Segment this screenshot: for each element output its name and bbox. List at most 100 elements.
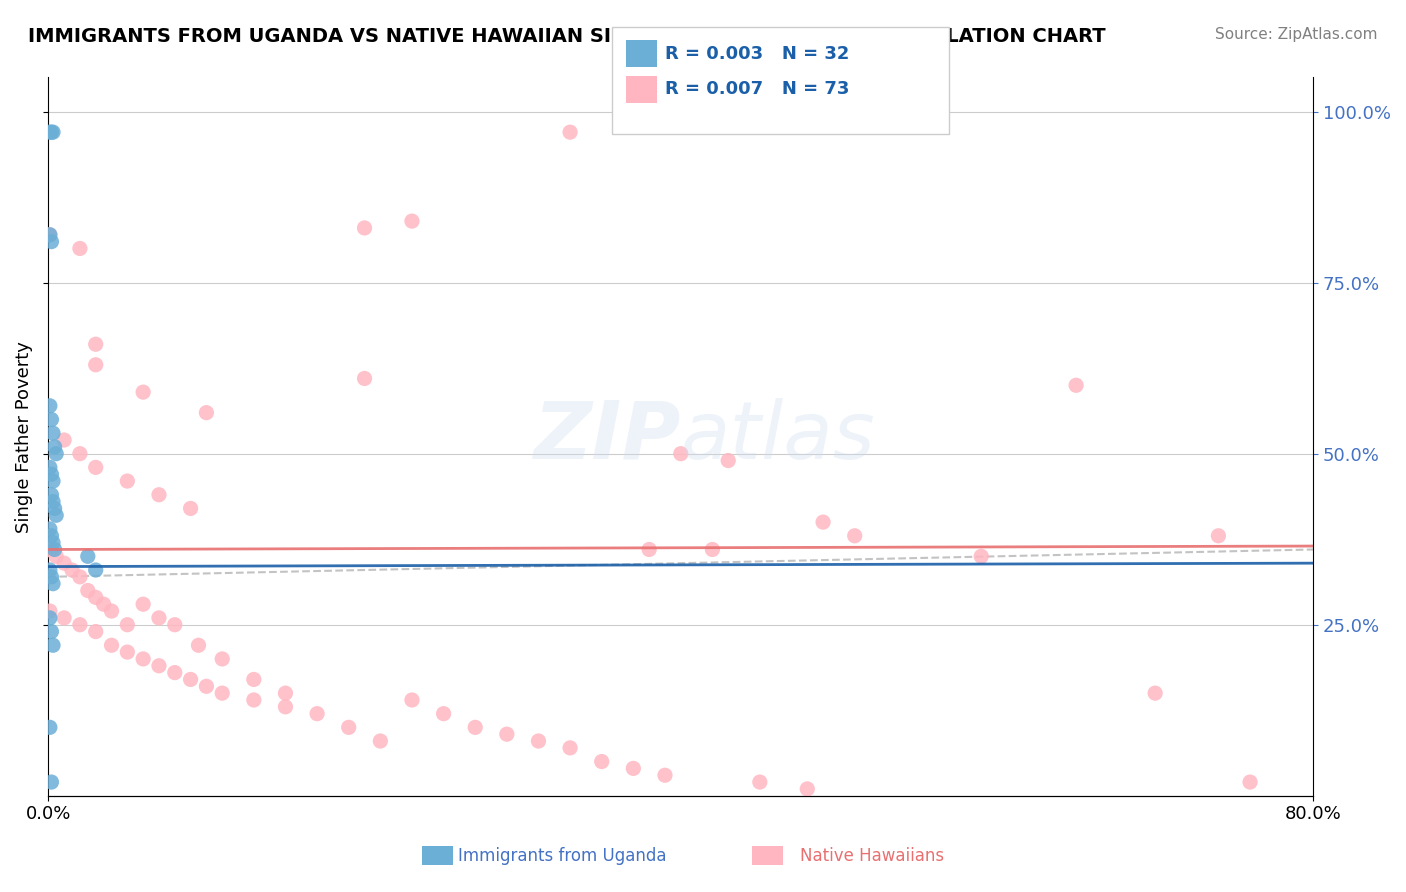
Point <box>117 645 139 659</box>
Point <box>702 542 724 557</box>
Point <box>41 467 63 482</box>
Point <box>274 699 297 714</box>
Point <box>211 686 233 700</box>
Point <box>69 447 91 461</box>
Point <box>180 501 202 516</box>
Point <box>38 611 60 625</box>
Point <box>100 638 122 652</box>
Point <box>84 563 107 577</box>
Point <box>669 447 692 461</box>
Point <box>76 549 98 564</box>
Point <box>432 706 454 721</box>
Point <box>42 474 65 488</box>
Point <box>495 727 517 741</box>
Point <box>591 755 613 769</box>
Point <box>53 556 76 570</box>
Point <box>41 412 63 426</box>
Point <box>353 371 375 385</box>
Y-axis label: Single Father Poverty: Single Father Poverty <box>15 341 32 533</box>
Point <box>38 604 60 618</box>
Point <box>401 214 423 228</box>
Point <box>148 611 170 625</box>
Point <box>38 720 60 734</box>
Point <box>527 734 550 748</box>
Point <box>38 227 60 242</box>
Point <box>84 358 107 372</box>
Point <box>44 440 66 454</box>
Text: R = 0.003   N = 32: R = 0.003 N = 32 <box>665 45 849 62</box>
Point <box>243 693 266 707</box>
Point <box>41 529 63 543</box>
Point <box>844 529 866 543</box>
Text: ZIP: ZIP <box>533 398 681 475</box>
Point <box>45 508 67 523</box>
Point <box>748 775 770 789</box>
Point <box>38 460 60 475</box>
Text: atlas: atlas <box>681 398 876 475</box>
Text: Immigrants from Uganda: Immigrants from Uganda <box>458 847 666 865</box>
Point <box>621 761 644 775</box>
Point <box>195 679 218 693</box>
Text: Native Hawaiians: Native Hawaiians <box>800 847 943 865</box>
Point <box>42 535 65 549</box>
Point <box>243 673 266 687</box>
Point <box>180 673 202 687</box>
Point <box>187 638 209 652</box>
Point <box>353 221 375 235</box>
Point <box>1208 529 1230 543</box>
Point <box>41 624 63 639</box>
Text: IMMIGRANTS FROM UGANDA VS NATIVE HAWAIIAN SINGLE FATHER POVERTY CORRELATION CHAR: IMMIGRANTS FROM UGANDA VS NATIVE HAWAIIA… <box>28 27 1105 45</box>
Point <box>38 399 60 413</box>
Point <box>163 617 186 632</box>
Point <box>970 549 993 564</box>
Point <box>1144 686 1167 700</box>
Point <box>117 617 139 632</box>
Point <box>42 426 65 441</box>
Text: Source: ZipAtlas.com: Source: ZipAtlas.com <box>1215 27 1378 42</box>
Point <box>42 638 65 652</box>
Point <box>337 720 360 734</box>
Point <box>41 235 63 249</box>
Point <box>84 460 107 475</box>
Point <box>307 706 329 721</box>
Point <box>84 591 107 605</box>
Point <box>69 242 91 256</box>
Point <box>53 433 76 447</box>
Point <box>44 542 66 557</box>
Point <box>69 617 91 632</box>
Point <box>42 494 65 508</box>
Point <box>558 740 581 755</box>
Point <box>45 447 67 461</box>
Point <box>117 474 139 488</box>
Point <box>84 337 107 351</box>
Point <box>38 522 60 536</box>
Point <box>558 125 581 139</box>
Point <box>38 125 60 139</box>
Point <box>100 604 122 618</box>
Point <box>84 624 107 639</box>
Point <box>654 768 676 782</box>
Point <box>401 693 423 707</box>
Point <box>69 570 91 584</box>
Point <box>148 488 170 502</box>
Point <box>38 542 60 557</box>
Point <box>163 665 186 680</box>
Point <box>1239 775 1261 789</box>
Point <box>796 781 818 796</box>
Point <box>38 227 60 242</box>
Point <box>76 583 98 598</box>
Point <box>93 597 115 611</box>
Point <box>41 125 63 139</box>
Point <box>38 563 60 577</box>
Point <box>148 658 170 673</box>
Point <box>811 515 834 529</box>
Point <box>41 488 63 502</box>
Text: R = 0.007   N = 73: R = 0.007 N = 73 <box>665 80 849 98</box>
Point <box>132 652 155 666</box>
Point <box>42 125 65 139</box>
Point <box>60 563 83 577</box>
Point <box>274 686 297 700</box>
Point <box>132 385 155 400</box>
Point <box>1064 378 1087 392</box>
Point <box>41 570 63 584</box>
